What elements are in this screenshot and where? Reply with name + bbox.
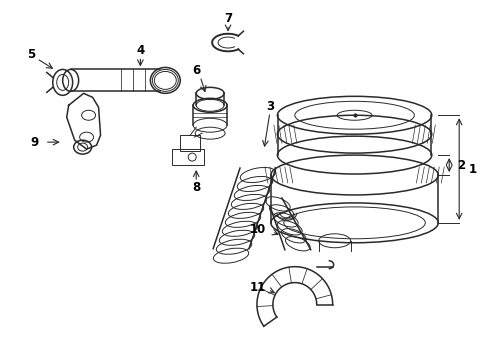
Text: 8: 8 [192,181,200,194]
Bar [180,135,200,151]
Text: 10: 10 [250,223,266,236]
Text: 9: 9 [31,136,39,149]
Text: 3: 3 [266,100,274,113]
Bar [172,149,204,165]
Text: 7: 7 [224,12,232,25]
Text: 2: 2 [457,158,465,172]
Text: 4: 4 [136,44,145,57]
Text: 1: 1 [469,163,477,176]
Text: 11: 11 [250,281,266,294]
Text: 6: 6 [192,64,200,77]
Text: 5: 5 [26,48,35,61]
